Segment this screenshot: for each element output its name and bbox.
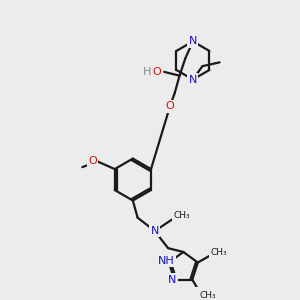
Text: CH₃: CH₃	[199, 291, 216, 300]
Text: NH: NH	[158, 256, 174, 266]
Text: O: O	[166, 101, 174, 111]
Text: N: N	[189, 74, 197, 85]
Text: N: N	[189, 36, 197, 46]
Text: N: N	[168, 274, 177, 284]
Text: CH₃: CH₃	[211, 248, 227, 256]
Text: O: O	[152, 67, 161, 77]
Text: CH₃: CH₃	[173, 211, 190, 220]
Text: H: H	[143, 67, 151, 77]
Text: O: O	[88, 157, 97, 166]
Text: N: N	[151, 226, 159, 236]
